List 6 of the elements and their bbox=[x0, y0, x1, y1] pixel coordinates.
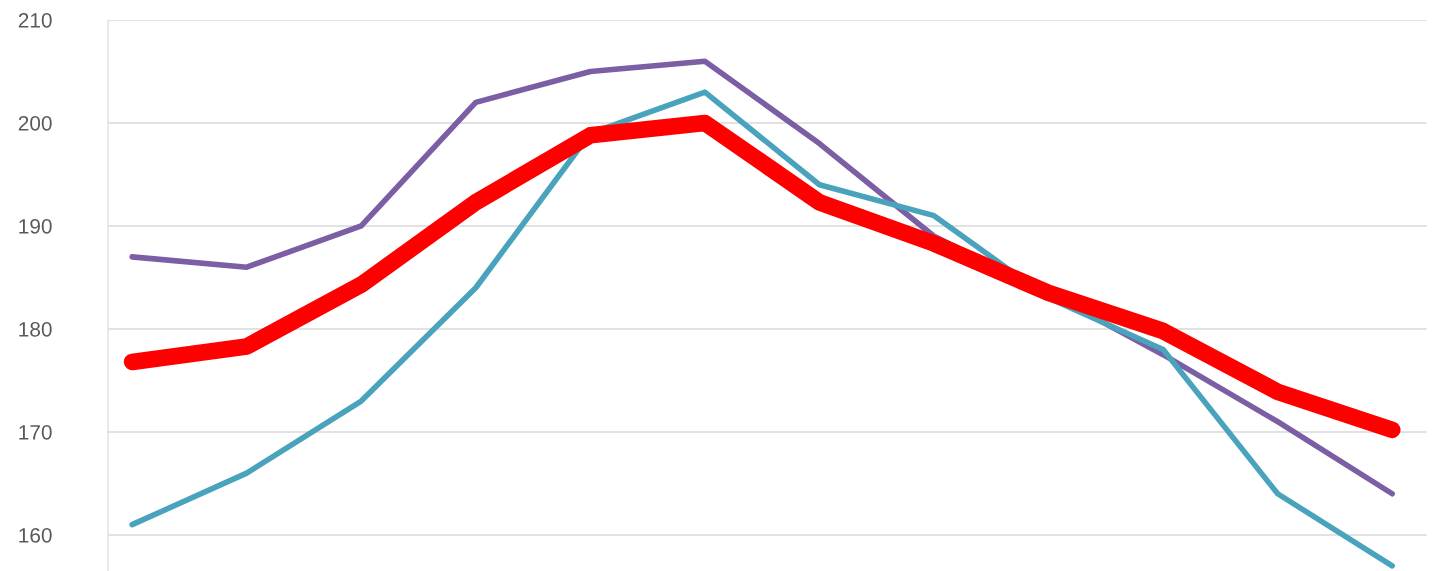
y-tick-label: 190 bbox=[19, 218, 52, 234]
y-tick-label: 170 bbox=[19, 424, 52, 440]
y-tick-label: 180 bbox=[19, 321, 52, 337]
y-tick-label: 200 bbox=[18, 115, 52, 131]
y-tick-label: 160 bbox=[19, 527, 52, 543]
y-tick-label: 210 bbox=[18, 12, 52, 28]
